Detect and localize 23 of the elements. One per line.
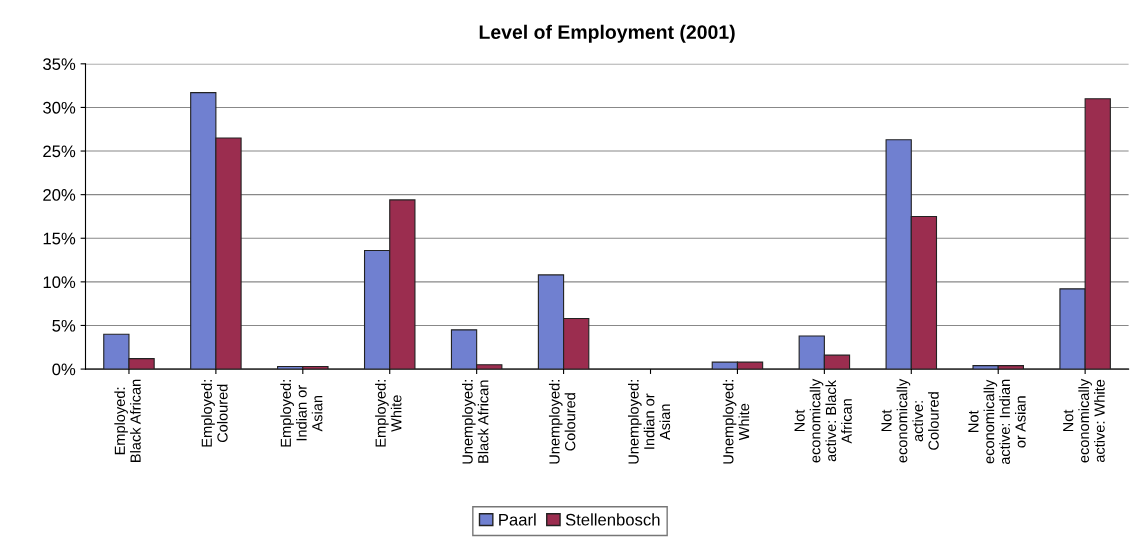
x-tick-label: Not economically active: Indian or Asian <box>968 379 1026 465</box>
y-tick-label: 35% <box>43 58 76 71</box>
x-tick-label: Employed: White <box>375 380 402 447</box>
y-tick-label: 10% <box>43 276 76 289</box>
x-tick-label: Employed: Indian or Asian <box>280 380 323 447</box>
x-tick-label: Employed: Black African <box>114 379 141 462</box>
y-tick-label: 0% <box>52 363 76 376</box>
x-tick-label: Unemployed: Coloured <box>548 380 576 464</box>
x-tick-label: Employed: Coloured <box>201 380 228 447</box>
x-tick-label: Not economically active: White <box>1063 378 1105 463</box>
legend-label: Stellenbosch <box>565 513 660 526</box>
y-tick-label: 20% <box>43 189 76 201</box>
y-tick-label: 30% <box>43 101 76 114</box>
y-tick-label: 25% <box>43 145 76 158</box>
y-tick-label: 15% <box>43 232 76 245</box>
x-tick-label: Unemployed: White <box>722 380 750 464</box>
legend-label: Paarl <box>499 513 536 526</box>
x-tick-label: Not economically active: Coloured <box>881 378 939 463</box>
chart-title: Level of Employment (2001) <box>479 24 735 43</box>
x-tick-label: Unemployed: Black African <box>462 380 489 464</box>
y-tick-label: 5% <box>52 319 76 332</box>
x-tick-label: Not economically active: Black African <box>794 378 852 463</box>
x-tick-label: Unemployed: Indian or Asian <box>628 380 671 464</box>
